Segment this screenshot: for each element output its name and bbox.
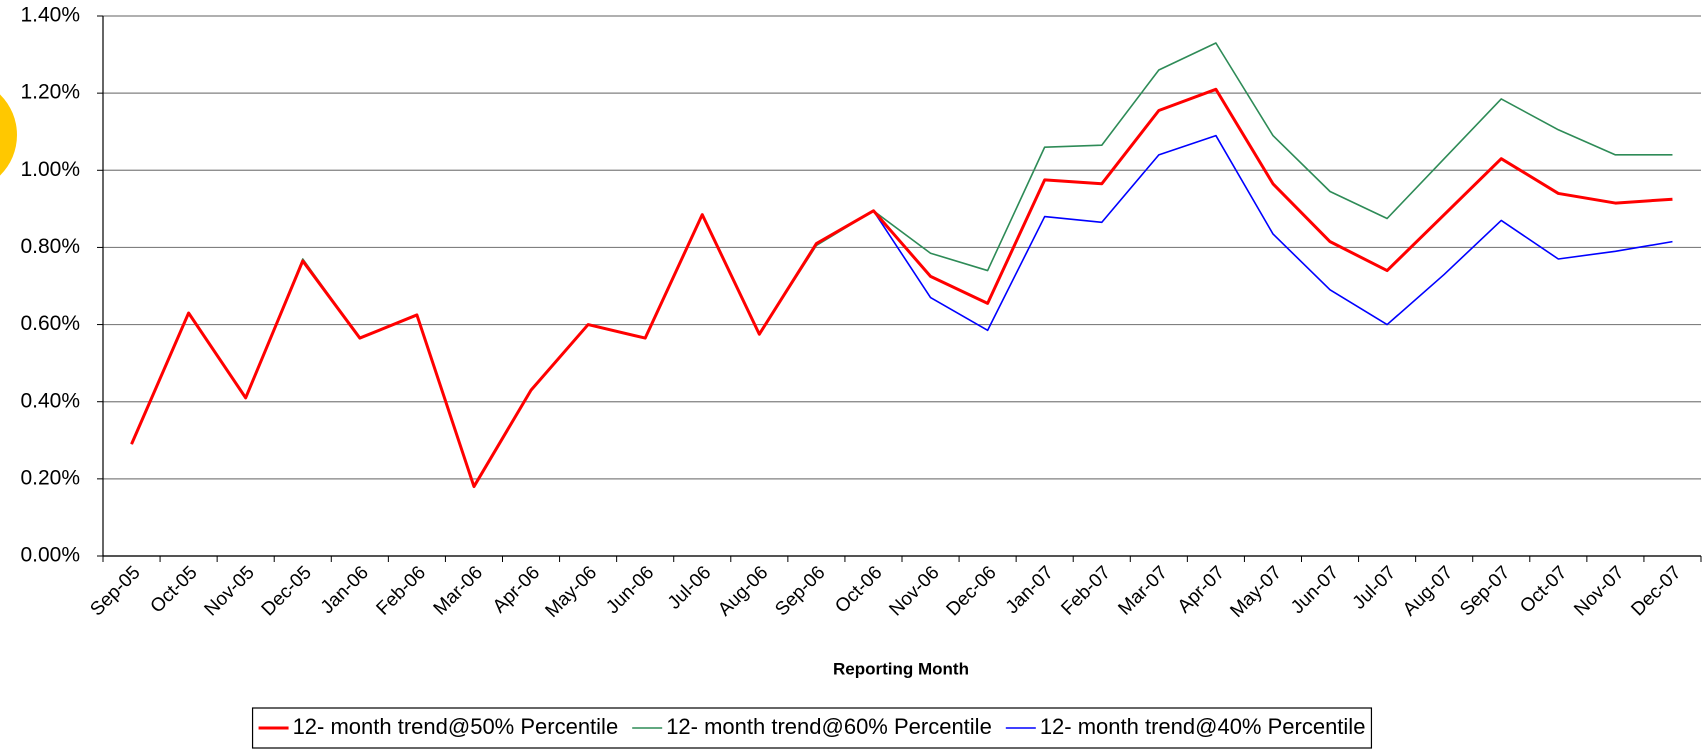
x-tick-label: Sep-06 xyxy=(771,562,829,620)
x-tick-label: Oct-06 xyxy=(831,562,886,617)
y-tick-label: 0.40% xyxy=(20,389,80,412)
x-tick-label: Mar-06 xyxy=(430,562,487,619)
x-tick-label: Sep-05 xyxy=(86,562,144,620)
x-tick-label: Jul-06 xyxy=(664,562,715,613)
legend: 12- month trend@50% Percentile 12- month … xyxy=(251,707,1373,749)
x-tick-label: Nov-06 xyxy=(885,562,943,620)
series-line xyxy=(130,134,1673,488)
x-tick-label: Dec-07 xyxy=(1627,562,1685,620)
x-tick-label: Jan-07 xyxy=(1002,562,1058,618)
x-tick-label: Aug-07 xyxy=(1399,562,1457,620)
y-tick-label: 0.80% xyxy=(20,235,80,258)
decoration-circle xyxy=(0,94,17,176)
y-tick-label: 0.20% xyxy=(20,466,80,489)
x-tick-label: Jan-06 xyxy=(317,562,373,618)
y-tick-label: 0.60% xyxy=(20,312,80,335)
x-tick-label: Dec-05 xyxy=(258,562,316,620)
y-tick-label: 1.20% xyxy=(20,81,80,104)
legend-box xyxy=(251,707,1373,749)
series-line xyxy=(130,42,1673,488)
x-tick-label: Nov-05 xyxy=(201,562,259,620)
x-tick-label: Oct-05 xyxy=(147,562,202,617)
x-axis-title: Reporting Month xyxy=(833,659,969,678)
x-tick-label: Apr-07 xyxy=(1174,562,1229,617)
x-tick-label: Jun-07 xyxy=(1287,562,1343,618)
x-tick-label: Aug-06 xyxy=(714,562,772,620)
legend-label: 12- month trend@40% Percentile xyxy=(1040,714,1366,739)
x-tick-label: Mar-07 xyxy=(1114,562,1171,619)
x-tick-label: May-07 xyxy=(1226,562,1286,622)
x-tick-label: Nov-07 xyxy=(1570,562,1628,620)
y-tick-label: 1.40% xyxy=(20,4,80,27)
legend-label: 12- month trend@60% Percentile xyxy=(666,714,992,739)
x-tick-label: Oct-07 xyxy=(1516,562,1571,617)
x-tick-label: Sep-07 xyxy=(1456,562,1514,620)
legend-label: 12- month trend@50% Percentile xyxy=(293,714,619,739)
x-tick-label: Jun-06 xyxy=(602,562,658,618)
x-tick-label: Feb-06 xyxy=(373,562,430,619)
x-tick-label: Dec-06 xyxy=(943,562,1001,620)
x-tick-label: Apr-06 xyxy=(489,562,544,617)
x-tick-label: Jul-07 xyxy=(1349,562,1400,613)
x-tick-label: May-06 xyxy=(542,562,602,622)
x-tick-label: Feb-07 xyxy=(1057,562,1114,619)
series-line xyxy=(130,87,1673,489)
y-tick-label: 1.00% xyxy=(20,158,80,181)
y-tick-label: 0.00% xyxy=(20,544,80,567)
